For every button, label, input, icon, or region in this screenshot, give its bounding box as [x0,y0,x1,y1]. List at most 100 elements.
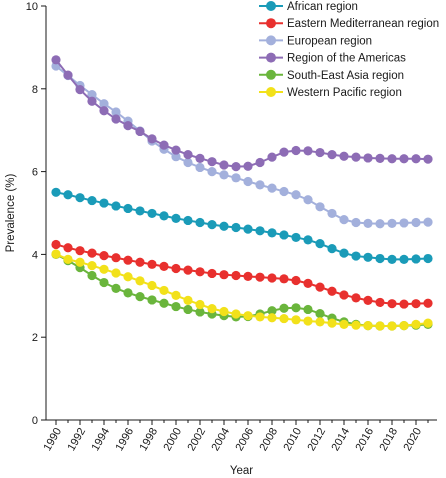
data-point [411,319,421,329]
legend-item: European region [259,35,372,47]
data-point [411,217,421,228]
data-point [375,153,385,163]
data-point [111,253,121,263]
data-point [423,154,433,164]
series-region-of-the-americas [51,55,433,172]
data-point [63,70,73,80]
y-axis-label: Prevalence (%) [5,174,17,253]
data-point [135,206,145,216]
data-point [327,150,337,160]
data-point [195,153,205,163]
data-point [351,251,361,261]
legend-swatch-dot [266,69,276,80]
data-point [207,167,217,177]
data-point [123,203,133,214]
data-point [351,152,361,162]
data-point [87,195,97,206]
data-point [135,126,145,137]
x-tick-label: 2002 [185,426,208,453]
data-point [111,268,121,278]
data-point [135,257,145,267]
data-point [159,298,169,308]
data-point [75,85,85,95]
data-point [327,318,337,328]
data-point [339,151,349,161]
data-point [387,321,397,331]
legend-item: African region [259,1,358,13]
data-point [159,140,169,150]
data-point [111,201,121,211]
data-point [171,145,181,155]
data-point [171,213,181,223]
data-point [219,221,229,231]
legend-label: Eastern Mediterranean region [287,18,439,30]
data-point [291,303,301,313]
data-point [387,254,397,264]
data-point [363,321,373,331]
data-point [183,295,193,305]
data-point [243,224,253,234]
data-point [219,306,229,317]
data-point [207,219,217,230]
x-tick-label: 1996 [113,426,136,453]
data-point [267,228,277,238]
data-point [99,198,109,208]
data-point [207,268,217,279]
data-point [231,173,241,183]
data-point [279,186,289,197]
data-point [99,264,109,274]
x-tick-label: 2008 [257,426,280,453]
data-point [123,272,133,282]
data-point [291,275,301,286]
data-point [267,183,277,193]
data-point [243,161,253,171]
data-point [303,146,313,156]
legend-swatch-dot [266,35,276,46]
data-point [123,288,133,298]
x-tick-label: 1990 [41,426,64,453]
data-point [183,304,193,315]
data-point [387,154,397,164]
data-point [291,190,301,200]
data-point [195,307,205,317]
data-point [339,248,349,258]
data-point [171,152,181,162]
series-line [55,191,429,261]
data-point [231,162,241,172]
data-point [207,157,217,167]
data-point [135,292,145,302]
data-point [171,263,181,274]
data-point [51,55,61,65]
data-point [255,157,265,168]
data-point [363,153,373,163]
data-point [63,190,73,200]
data-point [267,273,277,283]
data-point [147,134,157,144]
x-tick-label: 1994 [89,426,112,453]
data-point [99,277,109,288]
x-tick-label: 1992 [65,426,88,453]
y-tick-label: 10 [26,1,38,13]
x-tick-label: 2014 [329,426,352,453]
data-point [99,106,109,116]
axes [45,6,437,421]
data-point [63,254,73,264]
data-point [303,304,313,315]
x-tick-label: 2006 [233,426,256,453]
data-point [159,211,169,221]
x-tick-label: 2010 [281,426,304,453]
data-point [279,230,289,240]
data-point [51,239,61,250]
series-western-pacific-region [51,249,433,331]
data-point [75,257,85,267]
x-tick-label: 1998 [137,426,160,453]
data-point [351,293,361,303]
data-point [183,265,193,275]
series-eastern-mediterranean-region [51,239,433,309]
x-tick-label: 2018 [377,426,400,453]
data-point [267,313,277,323]
legend-label: European region [287,35,372,47]
data-point [279,303,289,313]
data-point [315,282,325,292]
y-tick-label: 4 [32,249,38,261]
